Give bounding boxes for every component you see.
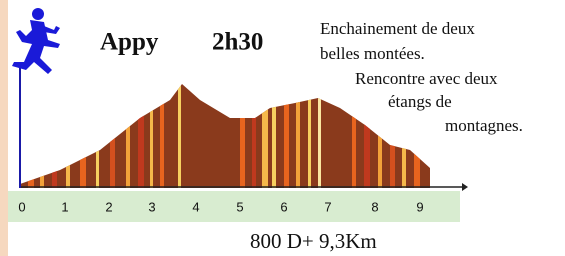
axis-label: 5 xyxy=(236,199,243,214)
axis-label: 1 xyxy=(61,199,68,214)
axis-label: 6 xyxy=(280,199,287,214)
description-line: montagnes. xyxy=(445,116,523,135)
axis-label: 8 xyxy=(371,199,378,214)
left-border xyxy=(0,0,8,256)
duration: 2h30 xyxy=(212,29,263,56)
axis-label: 2 xyxy=(105,199,112,214)
axis-label: 9 xyxy=(416,199,423,214)
footer: 800 D+ 9,3Km xyxy=(250,229,377,253)
axis-label: 7 xyxy=(324,199,331,214)
elevation-profile xyxy=(20,80,430,190)
title: Appy xyxy=(100,29,159,56)
axis-band xyxy=(8,191,460,222)
axis-label: 3 xyxy=(148,199,155,214)
page: Appy 2h30 Enchainement de deux belles mo… xyxy=(0,0,565,256)
axis-label: 4 xyxy=(192,199,199,214)
description-line: Enchainement de deux xyxy=(320,19,475,38)
description-line: belles montées. xyxy=(320,44,425,63)
runner-icon xyxy=(12,8,60,74)
axis-arrow xyxy=(462,183,468,191)
axis-label: 0 xyxy=(18,199,25,214)
description-line: Rencontre avec deux xyxy=(355,69,498,88)
description-line: étangs de xyxy=(388,92,452,111)
